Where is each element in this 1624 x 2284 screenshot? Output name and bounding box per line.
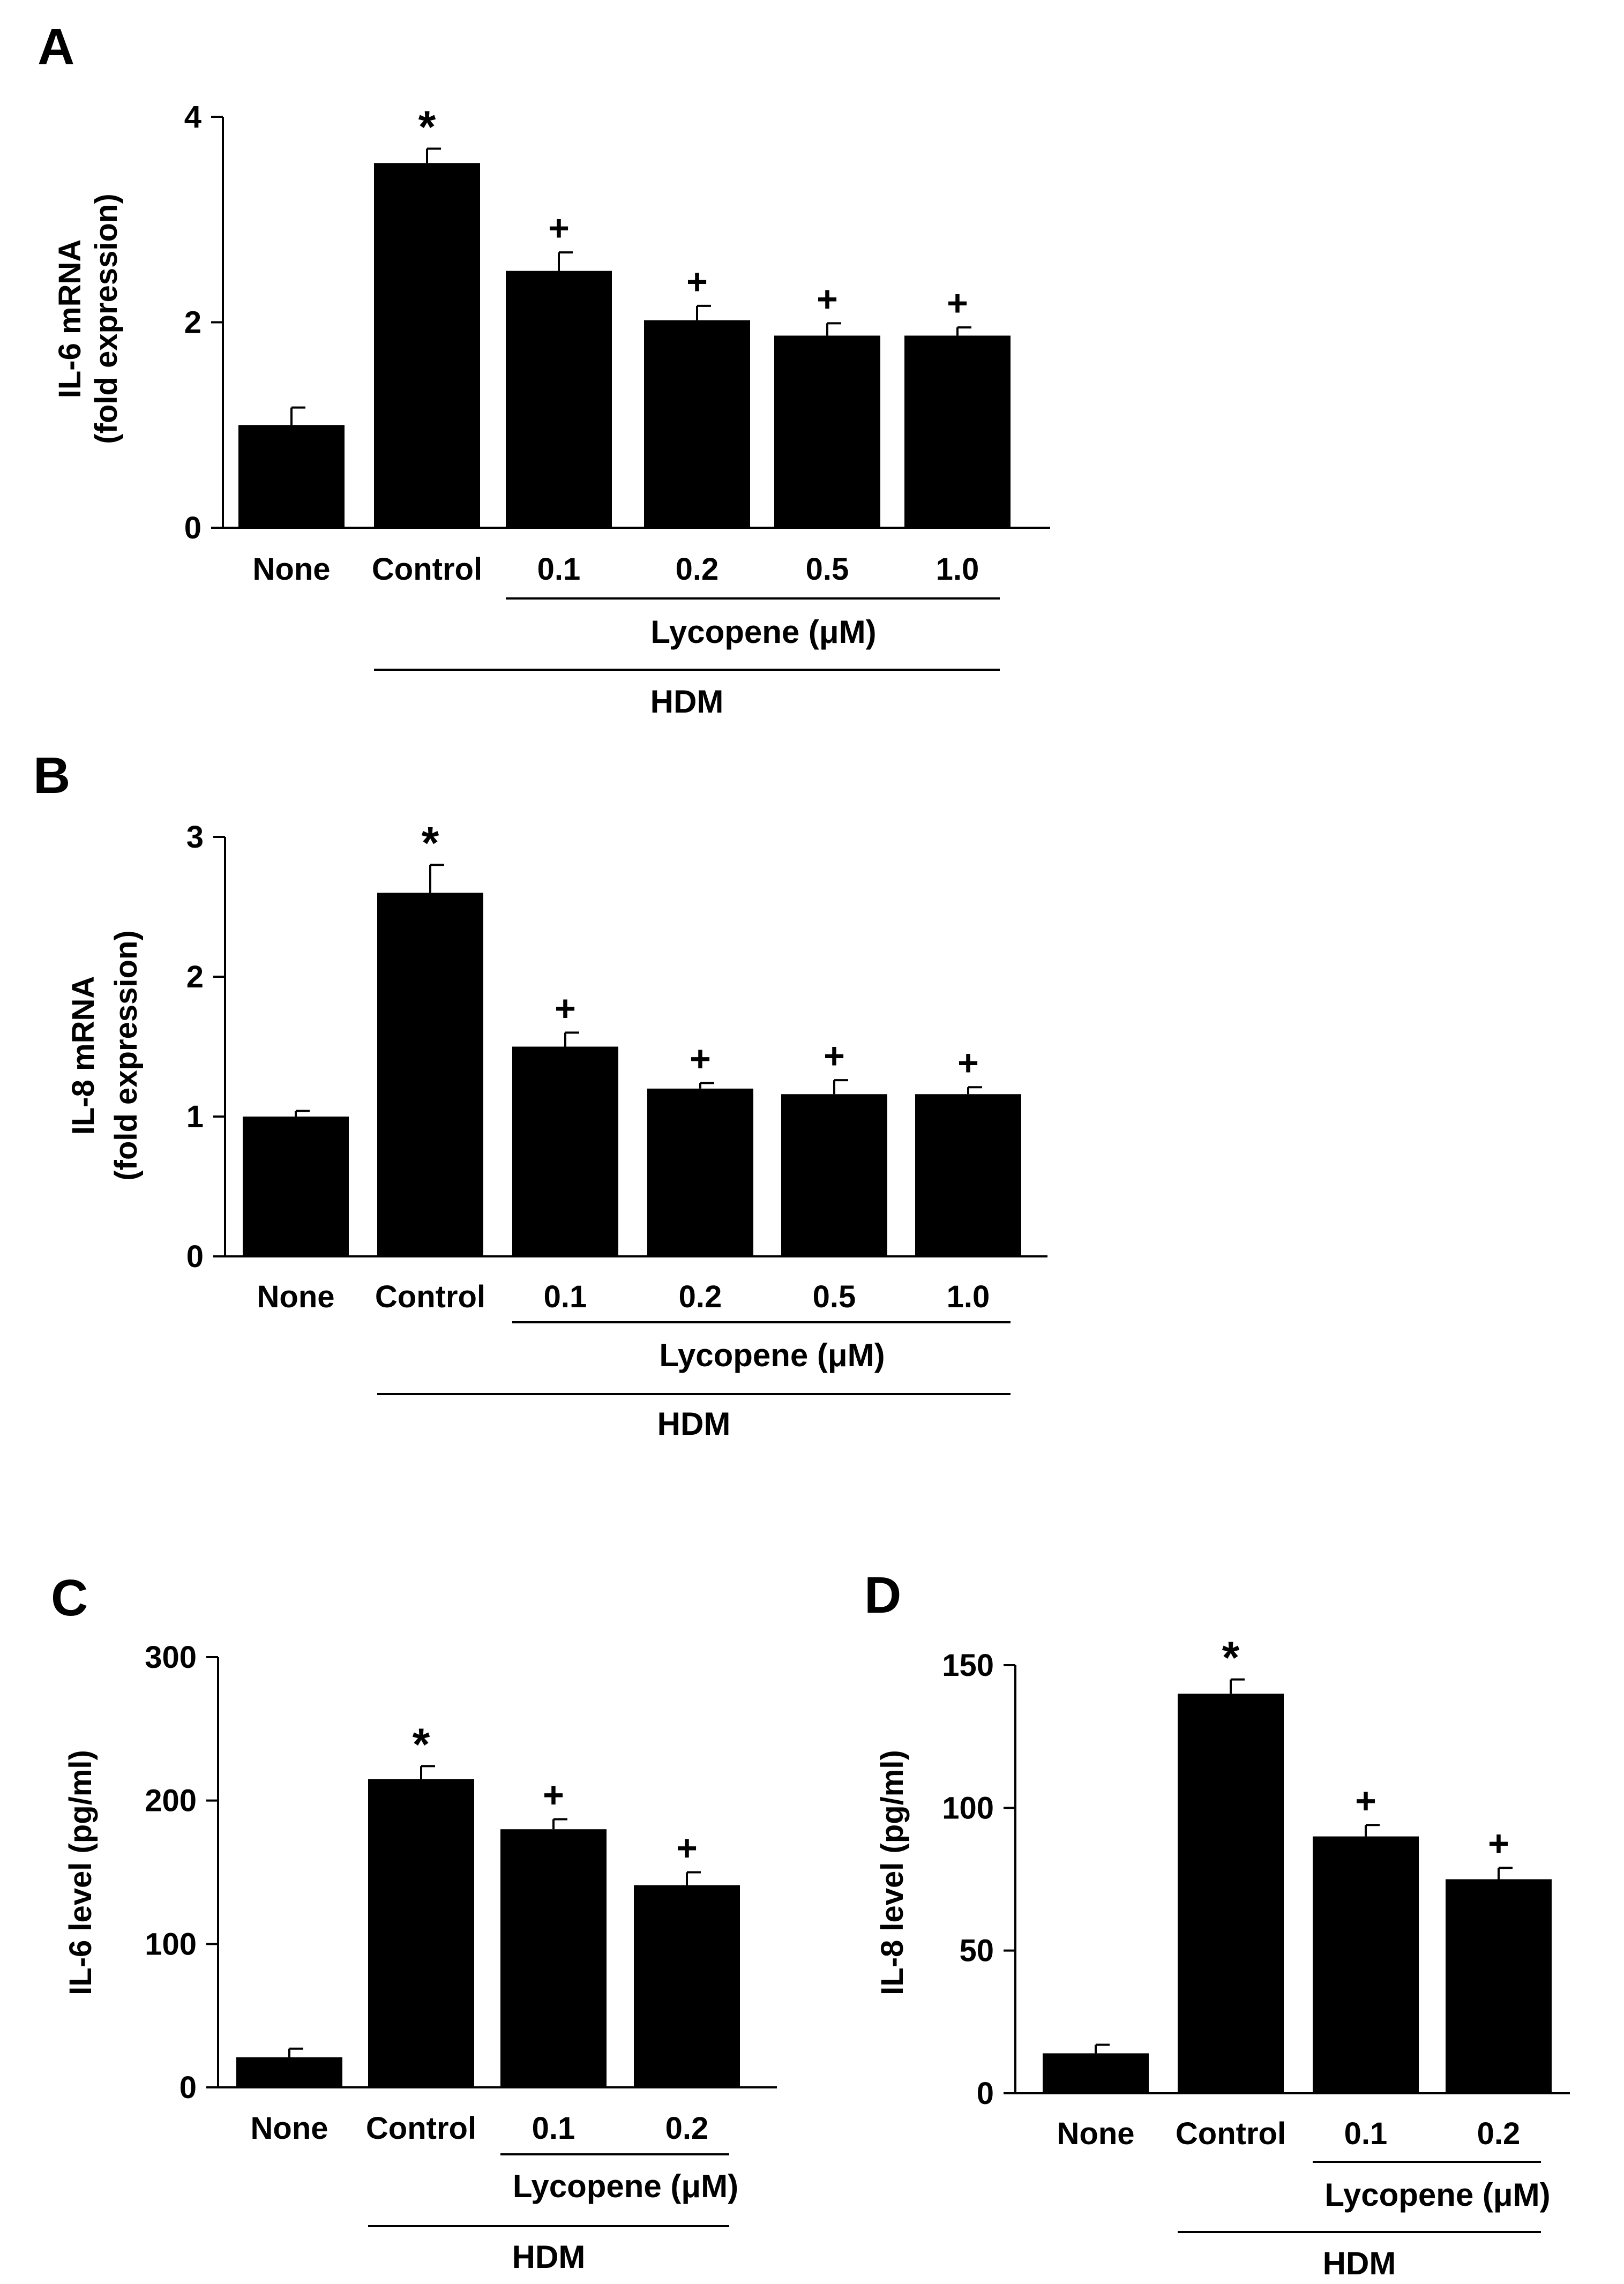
group-label-lycopene: Lycopene (μM) (650, 614, 876, 650)
y-tick-label: 2 (184, 305, 201, 340)
panel-label: B (33, 747, 70, 804)
y-axis-label: IL-6 mRNA (53, 239, 87, 398)
category-label: 0.5 (806, 552, 849, 587)
significance-asterisk: * (1222, 1633, 1240, 1683)
bar-none (238, 425, 345, 528)
category-label: 0.2 (676, 552, 719, 587)
y-tick-label: 3 (186, 820, 204, 855)
significance-plus: + (1355, 1780, 1376, 1821)
y-tick-label: 100 (145, 1927, 197, 1961)
y-tick-label: 0 (977, 2076, 994, 2111)
bar-0-2 (1446, 1879, 1552, 2093)
category-label: 0.2 (679, 1279, 722, 1314)
category-label: None (257, 1279, 335, 1314)
significance-plus: + (676, 1828, 698, 1869)
chart-panel-a: A 0 2 4 IL-6 mRNA (fold expression) None * Contr… (38, 18, 1050, 720)
chart-panel-d: D 0 50 100 150 IL-8 level (pg/ml) None * Control… (864, 1567, 1570, 2281)
significance-plus: + (1488, 1823, 1509, 1864)
significance-plus: + (690, 1038, 711, 1079)
category-label: Control (375, 1279, 485, 1314)
bar-0-2 (647, 1088, 753, 1256)
bar-control (374, 163, 480, 528)
category-label: Control (372, 552, 482, 587)
bar-0-1 (1313, 1836, 1419, 2093)
y-axis-label: IL-8 mRNA (66, 976, 101, 1135)
significance-plus: + (543, 1774, 564, 1815)
category-label: 0.1 (544, 1279, 587, 1314)
y-tick-label: 0 (184, 511, 201, 545)
chart-panel-b: B 0 1 2 3 IL-8 mRNA (fold expression) None * Cont… (33, 747, 1047, 1442)
bar-0-1 (500, 1829, 607, 2087)
category-label: None (253, 552, 331, 587)
category-label: None (251, 2111, 328, 2146)
y-tick-label: 200 (145, 1784, 197, 1818)
panel-label: A (38, 18, 74, 76)
group-label-lycopene: Lycopene (μM) (659, 1337, 885, 1373)
bar-0-2 (634, 1885, 740, 2087)
significance-plus: + (686, 261, 708, 302)
category-label: 1.0 (936, 552, 979, 587)
bar-0-5 (774, 335, 880, 528)
bar-none (243, 1117, 349, 1256)
significance-asterisk: * (422, 818, 439, 868)
category-label: 0.1 (532, 2111, 575, 2146)
y-tick-label: 100 (942, 1791, 994, 1825)
y-tick-label: 150 (942, 1648, 994, 1683)
significance-plus: + (824, 1036, 845, 1076)
category-label: 0.2 (665, 2111, 709, 2146)
significance-plus: + (957, 1043, 979, 1083)
y-axis-label: IL-6 level (pg/ml) (63, 1750, 98, 1995)
bar-0-2 (644, 320, 750, 528)
category-label: 0.1 (537, 552, 581, 587)
y-tick-label: 50 (959, 1934, 994, 1968)
y-tick-label: 300 (145, 1640, 197, 1675)
bar-control (377, 893, 483, 1256)
bar-0-1 (512, 1046, 618, 1256)
category-label: 0.1 (1344, 2116, 1388, 2151)
bar-0-5 (781, 1094, 887, 1256)
category-label: 0.5 (813, 1279, 856, 1314)
bar-control (1178, 1694, 1284, 2093)
bar-0-1 (506, 271, 612, 528)
bar-none (1043, 2053, 1149, 2093)
group-label-lycopene: Lycopene (μM) (513, 2168, 738, 2204)
group-label-hdm: HDM (512, 2239, 586, 2275)
significance-asterisk: * (413, 1719, 430, 1769)
category-label: Control (366, 2111, 476, 2146)
significance-plus: + (555, 988, 576, 1029)
y-tick-label: 1 (186, 1099, 204, 1134)
category-label: 0.2 (1477, 2116, 1521, 2151)
panel-label: D (864, 1567, 901, 1624)
chart-panel-c: C 0 100 200 300 IL-6 level (pg/ml) None * Contro… (51, 1569, 777, 2275)
y-tick-label: 4 (184, 100, 201, 134)
y-tick-label: 2 (186, 960, 204, 994)
bar-none (236, 2057, 342, 2087)
y-tick-label: 0 (186, 1239, 204, 1274)
category-label: None (1057, 2116, 1135, 2151)
bar-1-0 (915, 1094, 1021, 1256)
significance-plus: + (817, 279, 838, 319)
bar-control (368, 1779, 474, 2087)
y-axis-label: (fold expression) (89, 193, 124, 444)
panel-label: C (51, 1569, 88, 1627)
group-label-hdm: HDM (650, 684, 724, 720)
bar-1-0 (904, 335, 1011, 528)
category-label: 1.0 (947, 1279, 990, 1314)
group-label-lycopene: Lycopene (μM) (1324, 2177, 1550, 2213)
group-label-hdm: HDM (657, 1406, 731, 1442)
y-tick-label: 0 (179, 2070, 197, 2105)
significance-asterisk: * (418, 101, 436, 152)
group-label-hdm: HDM (1323, 2245, 1396, 2281)
y-axis-label: (fold expression) (109, 930, 144, 1180)
y-axis-label: IL-8 level (pg/ml) (875, 1750, 910, 1995)
significance-plus: + (548, 208, 570, 249)
significance-plus: + (947, 283, 968, 324)
category-label: Control (1176, 2116, 1286, 2151)
